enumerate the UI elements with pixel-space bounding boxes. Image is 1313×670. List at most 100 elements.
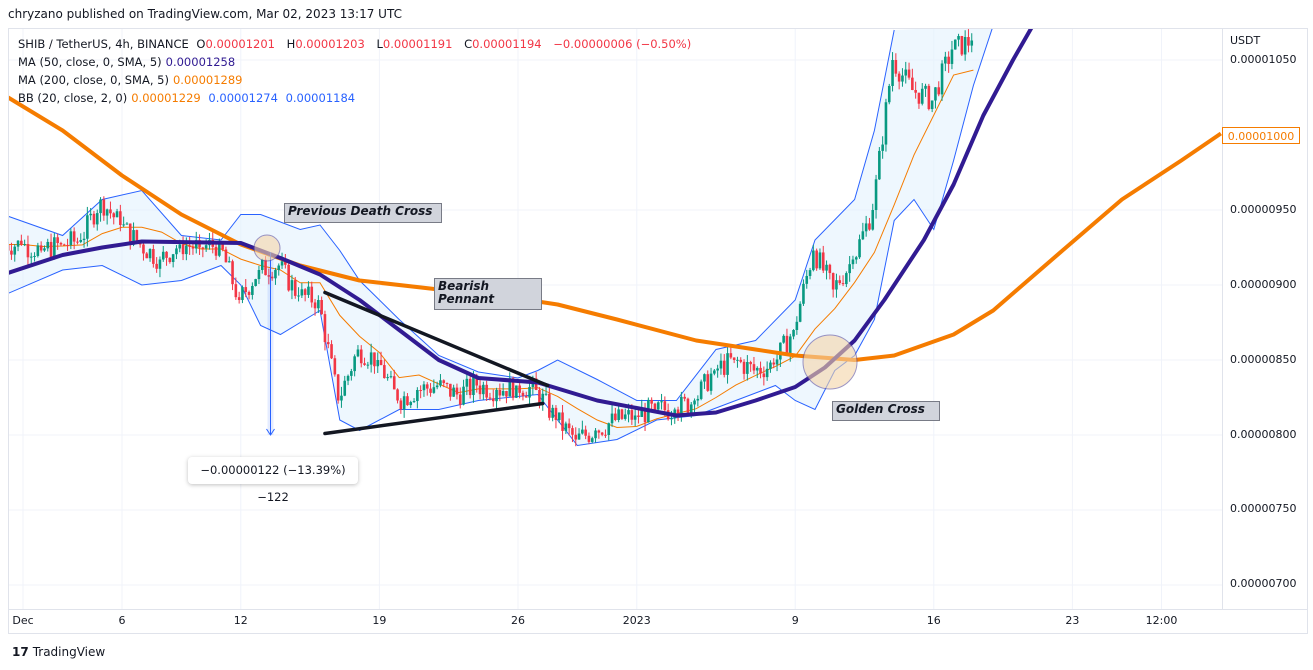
- candle-body: [571, 428, 574, 435]
- symbol-label[interactable]: SHIB / TetherUS, 4h, BINANCE: [18, 37, 189, 51]
- candle-body: [76, 241, 79, 243]
- tradingview-logo[interactable]: 𝟭𝟳 TradingView: [12, 645, 105, 659]
- candle-body: [241, 287, 244, 300]
- candle-body: [227, 261, 231, 263]
- candle-body: [353, 356, 356, 372]
- candle-body: [43, 248, 46, 251]
- candle-body: [218, 244, 221, 256]
- pennant-trendline: [323, 401, 545, 436]
- candle-body: [297, 295, 300, 297]
- candle-body: [439, 380, 442, 386]
- candle-body: [614, 413, 617, 420]
- candle-body: [155, 263, 158, 269]
- candle-body: [650, 399, 653, 404]
- price-tick: 0.00000900: [1230, 278, 1297, 291]
- candle-body: [416, 390, 419, 402]
- candle-body: [818, 252, 822, 269]
- candle-body: [528, 386, 531, 398]
- legend: SHIB / TetherUS, 4h, BINANCE O0.00001201…: [18, 35, 695, 107]
- candle-body: [148, 249, 152, 259]
- candle-body: [567, 423, 571, 429]
- candle-body: [594, 430, 597, 439]
- candle-body: [541, 393, 545, 404]
- candle-body: [185, 245, 188, 255]
- death-cross-note[interactable]: Previous Death Cross: [284, 203, 442, 223]
- candle-body: [940, 63, 944, 95]
- candle-body: [181, 244, 185, 255]
- candle-body: [142, 244, 145, 254]
- legend-bb-row[interactable]: BB (20, close, 2, 0) 0.00001229 0.0000127…: [18, 89, 695, 107]
- candle-body: [947, 56, 950, 64]
- candle-body: [435, 385, 439, 388]
- candle-body: [557, 412, 561, 420]
- price-tick: 0.00001050: [1230, 53, 1297, 66]
- legend-ma200-row[interactable]: MA (200, close, 0, SMA, 5) 0.00001289: [18, 71, 695, 89]
- price-tick: 0.00000850: [1230, 353, 1297, 366]
- candle-body: [920, 88, 924, 104]
- ma200-label: MA (200, close, 0, SMA, 5): [18, 73, 169, 87]
- candle-body: [894, 60, 898, 74]
- candle-body: [396, 389, 399, 401]
- candle-body: [765, 368, 769, 378]
- candle-body: [69, 231, 73, 246]
- candle-body: [884, 102, 888, 145]
- currency-label: USDT: [1230, 34, 1261, 47]
- candle-body: [406, 396, 409, 406]
- candle-body: [274, 269, 277, 279]
- candle-body: [422, 384, 426, 391]
- candle-body: [762, 373, 766, 378]
- candle-body: [270, 276, 274, 279]
- candle-body: [934, 87, 937, 101]
- bollinger-lower-line: [9, 29, 993, 447]
- candle-body: [825, 264, 828, 271]
- legend-ma50-row[interactable]: MA (50, close, 0, SMA, 5) 0.00001258: [18, 53, 695, 71]
- candle-body: [911, 77, 914, 90]
- candle-body: [280, 261, 284, 266]
- candle-body: [551, 407, 554, 418]
- close-value: 0.00001194: [472, 37, 542, 51]
- candle-body: [132, 230, 135, 245]
- high-label: H: [286, 37, 296, 51]
- candle-body: [630, 410, 634, 420]
- candle-body: [640, 408, 644, 417]
- golden-cross-note[interactable]: Golden Cross: [832, 401, 940, 421]
- candle-body: [511, 378, 515, 398]
- candle-body: [739, 359, 743, 362]
- candle-body: [112, 213, 116, 218]
- candle-body: [46, 241, 50, 249]
- candle-body: [772, 362, 776, 365]
- ma200-line: [9, 95, 1222, 362]
- candle-body: [792, 330, 795, 337]
- time-tick: Dec: [12, 614, 34, 627]
- candle-body: [373, 352, 376, 367]
- candle-body: [564, 423, 568, 431]
- bearish-pennant-note[interactable]: Bearish Pennant: [434, 278, 542, 310]
- candle-body: [402, 396, 406, 410]
- candle-body: [937, 87, 941, 95]
- candle-body: [452, 387, 455, 397]
- bollinger-upper-line: [9, 29, 895, 401]
- candle-body: [917, 92, 921, 104]
- candle-body: [264, 259, 267, 276]
- candle-body: [515, 385, 518, 398]
- candle-body: [23, 244, 26, 246]
- candle-body: [161, 251, 165, 260]
- candle-body: [838, 280, 842, 284]
- candle-body: [237, 297, 241, 300]
- candle-body: [696, 398, 700, 401]
- candle-body: [554, 407, 558, 420]
- plot-area: [9, 29, 1222, 447]
- candle-body: [627, 410, 630, 415]
- candle-body: [13, 246, 17, 255]
- candle-body: [858, 239, 861, 258]
- candle-body: [610, 413, 614, 424]
- candle-body: [953, 39, 957, 50]
- candle-body: [290, 280, 294, 291]
- candle-body: [254, 279, 257, 286]
- candle-body: [356, 349, 360, 357]
- candle-body: [643, 408, 647, 423]
- candle-body: [445, 383, 449, 385]
- chart-frame: [8, 28, 1308, 634]
